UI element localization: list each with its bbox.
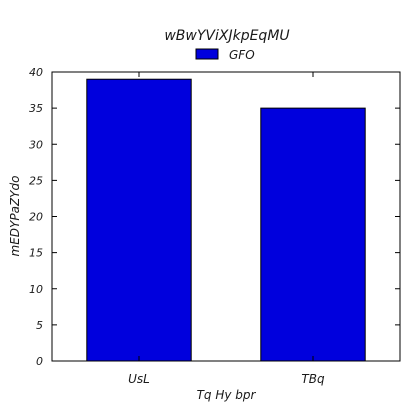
y-tick-label-5: 5 [36,319,43,332]
y-tick-label-35: 35 [29,102,43,115]
chart-title: wBwYViXJkpEqMU [164,28,289,44]
y-tick-label-40: 40 [29,66,43,79]
bars [86,78,366,362]
y-tick-label-25: 25 [29,174,43,187]
legend-label-gfo: GFO [229,48,255,62]
x-tick-label-tbq: TBq [301,372,325,386]
x-axis-ticks: UsL TBq [128,72,325,386]
bar-tbq [260,107,366,362]
y-axis-ticks: 0 5 10 15 20 25 30 35 40 [29,66,400,368]
y-tick-label-15: 15 [29,247,43,260]
y-tick-label-20: 20 [29,211,43,224]
bar-usl [86,78,192,362]
y-tick-label-30: 30 [29,138,43,151]
x-axis-label: Tq Hy bpr [197,388,257,402]
legend: GFO [195,48,255,62]
y-tick-label-10: 10 [29,283,43,296]
y-tick-label-0: 0 [36,355,43,368]
x-tick-label-usl: UsL [128,372,150,386]
legend-swatch-gfo [195,48,219,60]
y-axis-label: mEDYPaZYdo [8,176,22,257]
plot-frame [51,71,401,362]
